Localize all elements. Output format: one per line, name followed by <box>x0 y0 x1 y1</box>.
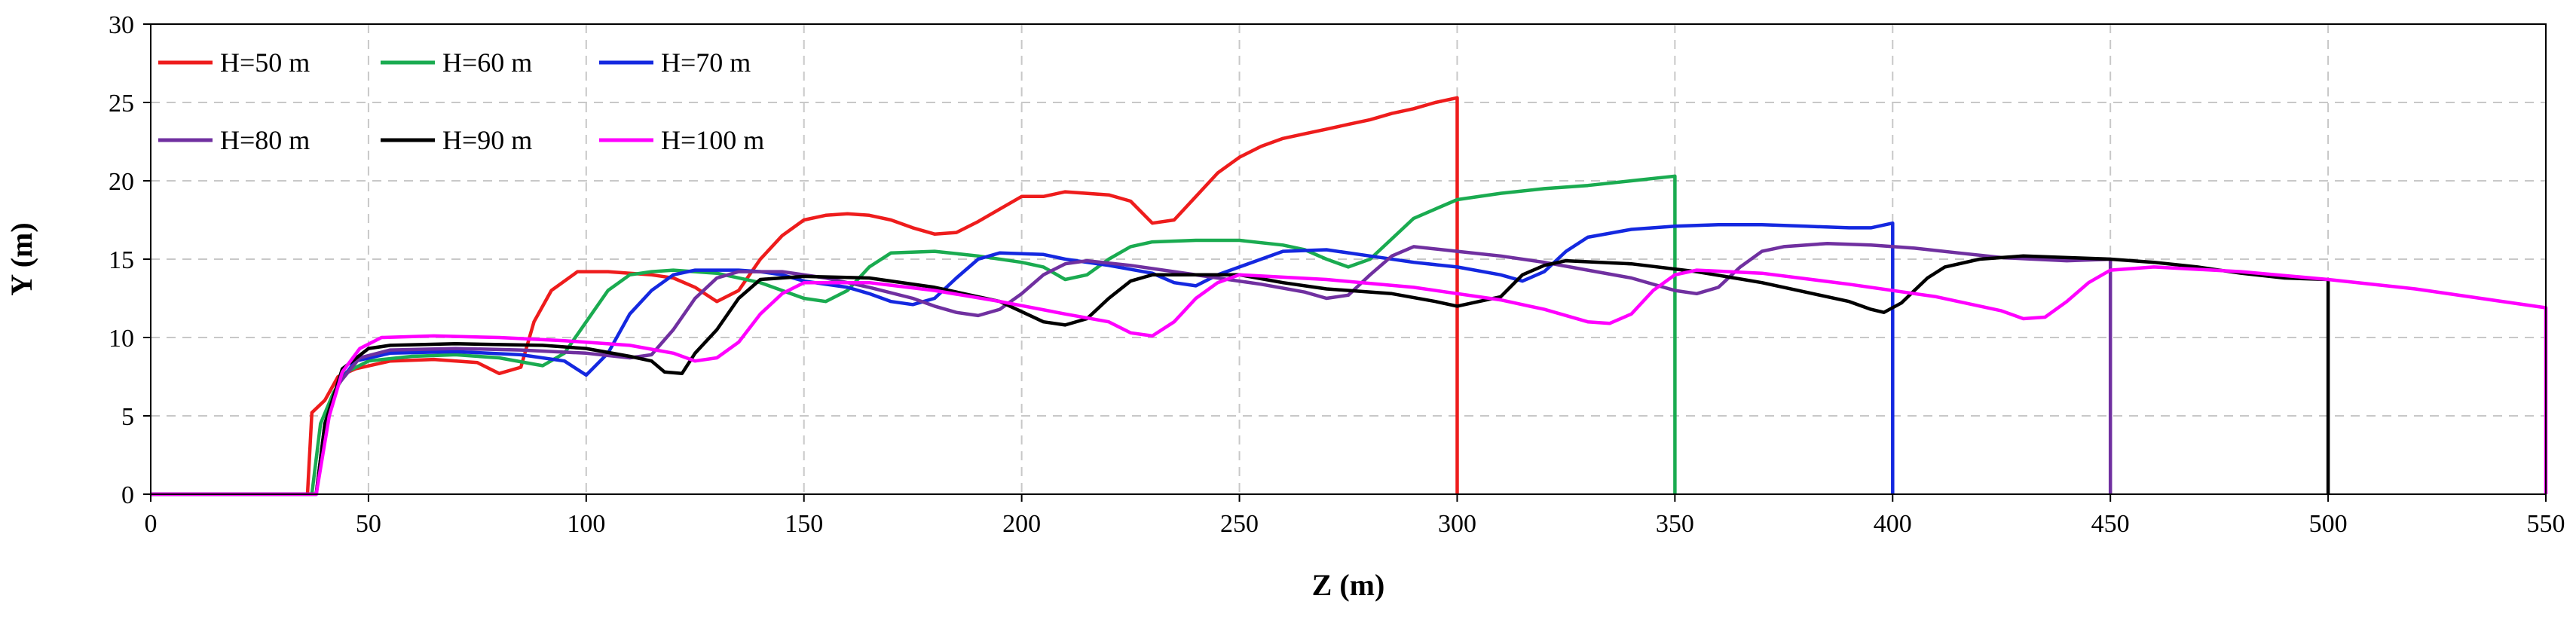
y-tick-label: 10 <box>109 325 134 353</box>
legend-label: H=100 m <box>661 125 764 155</box>
x-axis-title: Z (m) <box>1312 568 1385 602</box>
y-tick-label: 0 <box>121 481 134 509</box>
legend-item: H=50 m <box>158 47 310 78</box>
y-tick-label: 30 <box>109 11 134 39</box>
x-tick-label: 400 <box>1874 510 1912 538</box>
x-tick-label: 100 <box>567 510 605 538</box>
tick-labels: 0 50 100 150 200 250 300 350 400 450 500 550 0 5 10 15 2… <box>109 11 2565 538</box>
legend-label: H=80 m <box>220 125 310 155</box>
y-tick-label: 20 <box>109 168 134 196</box>
legend-item: H=60 m <box>381 47 532 78</box>
series-line-2 <box>151 174 1677 496</box>
legend-label: H=50 m <box>220 47 310 78</box>
series-line-1 <box>151 96 1459 496</box>
legend-item: H=80 m <box>158 125 310 155</box>
axis-ticks <box>143 23 2547 502</box>
legend-item: H=70 m <box>599 47 751 78</box>
x-tick-label: 350 <box>1656 510 1694 538</box>
x-tick-label: 550 <box>2527 510 2565 538</box>
series-line-5 <box>151 254 2330 496</box>
legend-label: H=90 m <box>442 125 532 155</box>
x-tick-label: 0 <box>145 510 158 538</box>
x-tick-label: 300 <box>1438 510 1476 538</box>
x-tick-label: 500 <box>2309 510 2348 538</box>
legend-item: H=100 m <box>599 125 764 155</box>
y-axis-title: Y (m) <box>5 222 38 295</box>
x-tick-label: 150 <box>785 510 823 538</box>
x-tick-label: 450 <box>2091 510 2130 538</box>
y-tick-label: 5 <box>121 403 134 431</box>
x-tick-label: 200 <box>1002 510 1041 538</box>
grid-lines <box>151 24 2546 494</box>
legend: H=50 m H=60 m H=70 m H=80 m H=90 m H=100 m <box>158 47 764 155</box>
series-layer <box>151 96 2548 496</box>
legend-label: H=60 m <box>442 47 532 78</box>
y-tick-label: 15 <box>109 246 134 274</box>
series-line-3 <box>151 221 1895 496</box>
x-tick-label: 250 <box>1220 510 1259 538</box>
legend-label: H=70 m <box>661 47 751 78</box>
legend-item: H=90 m <box>381 125 532 155</box>
y-tick-label: 25 <box>109 90 134 118</box>
series-line-6 <box>151 265 2548 496</box>
x-tick-label: 50 <box>356 510 381 538</box>
